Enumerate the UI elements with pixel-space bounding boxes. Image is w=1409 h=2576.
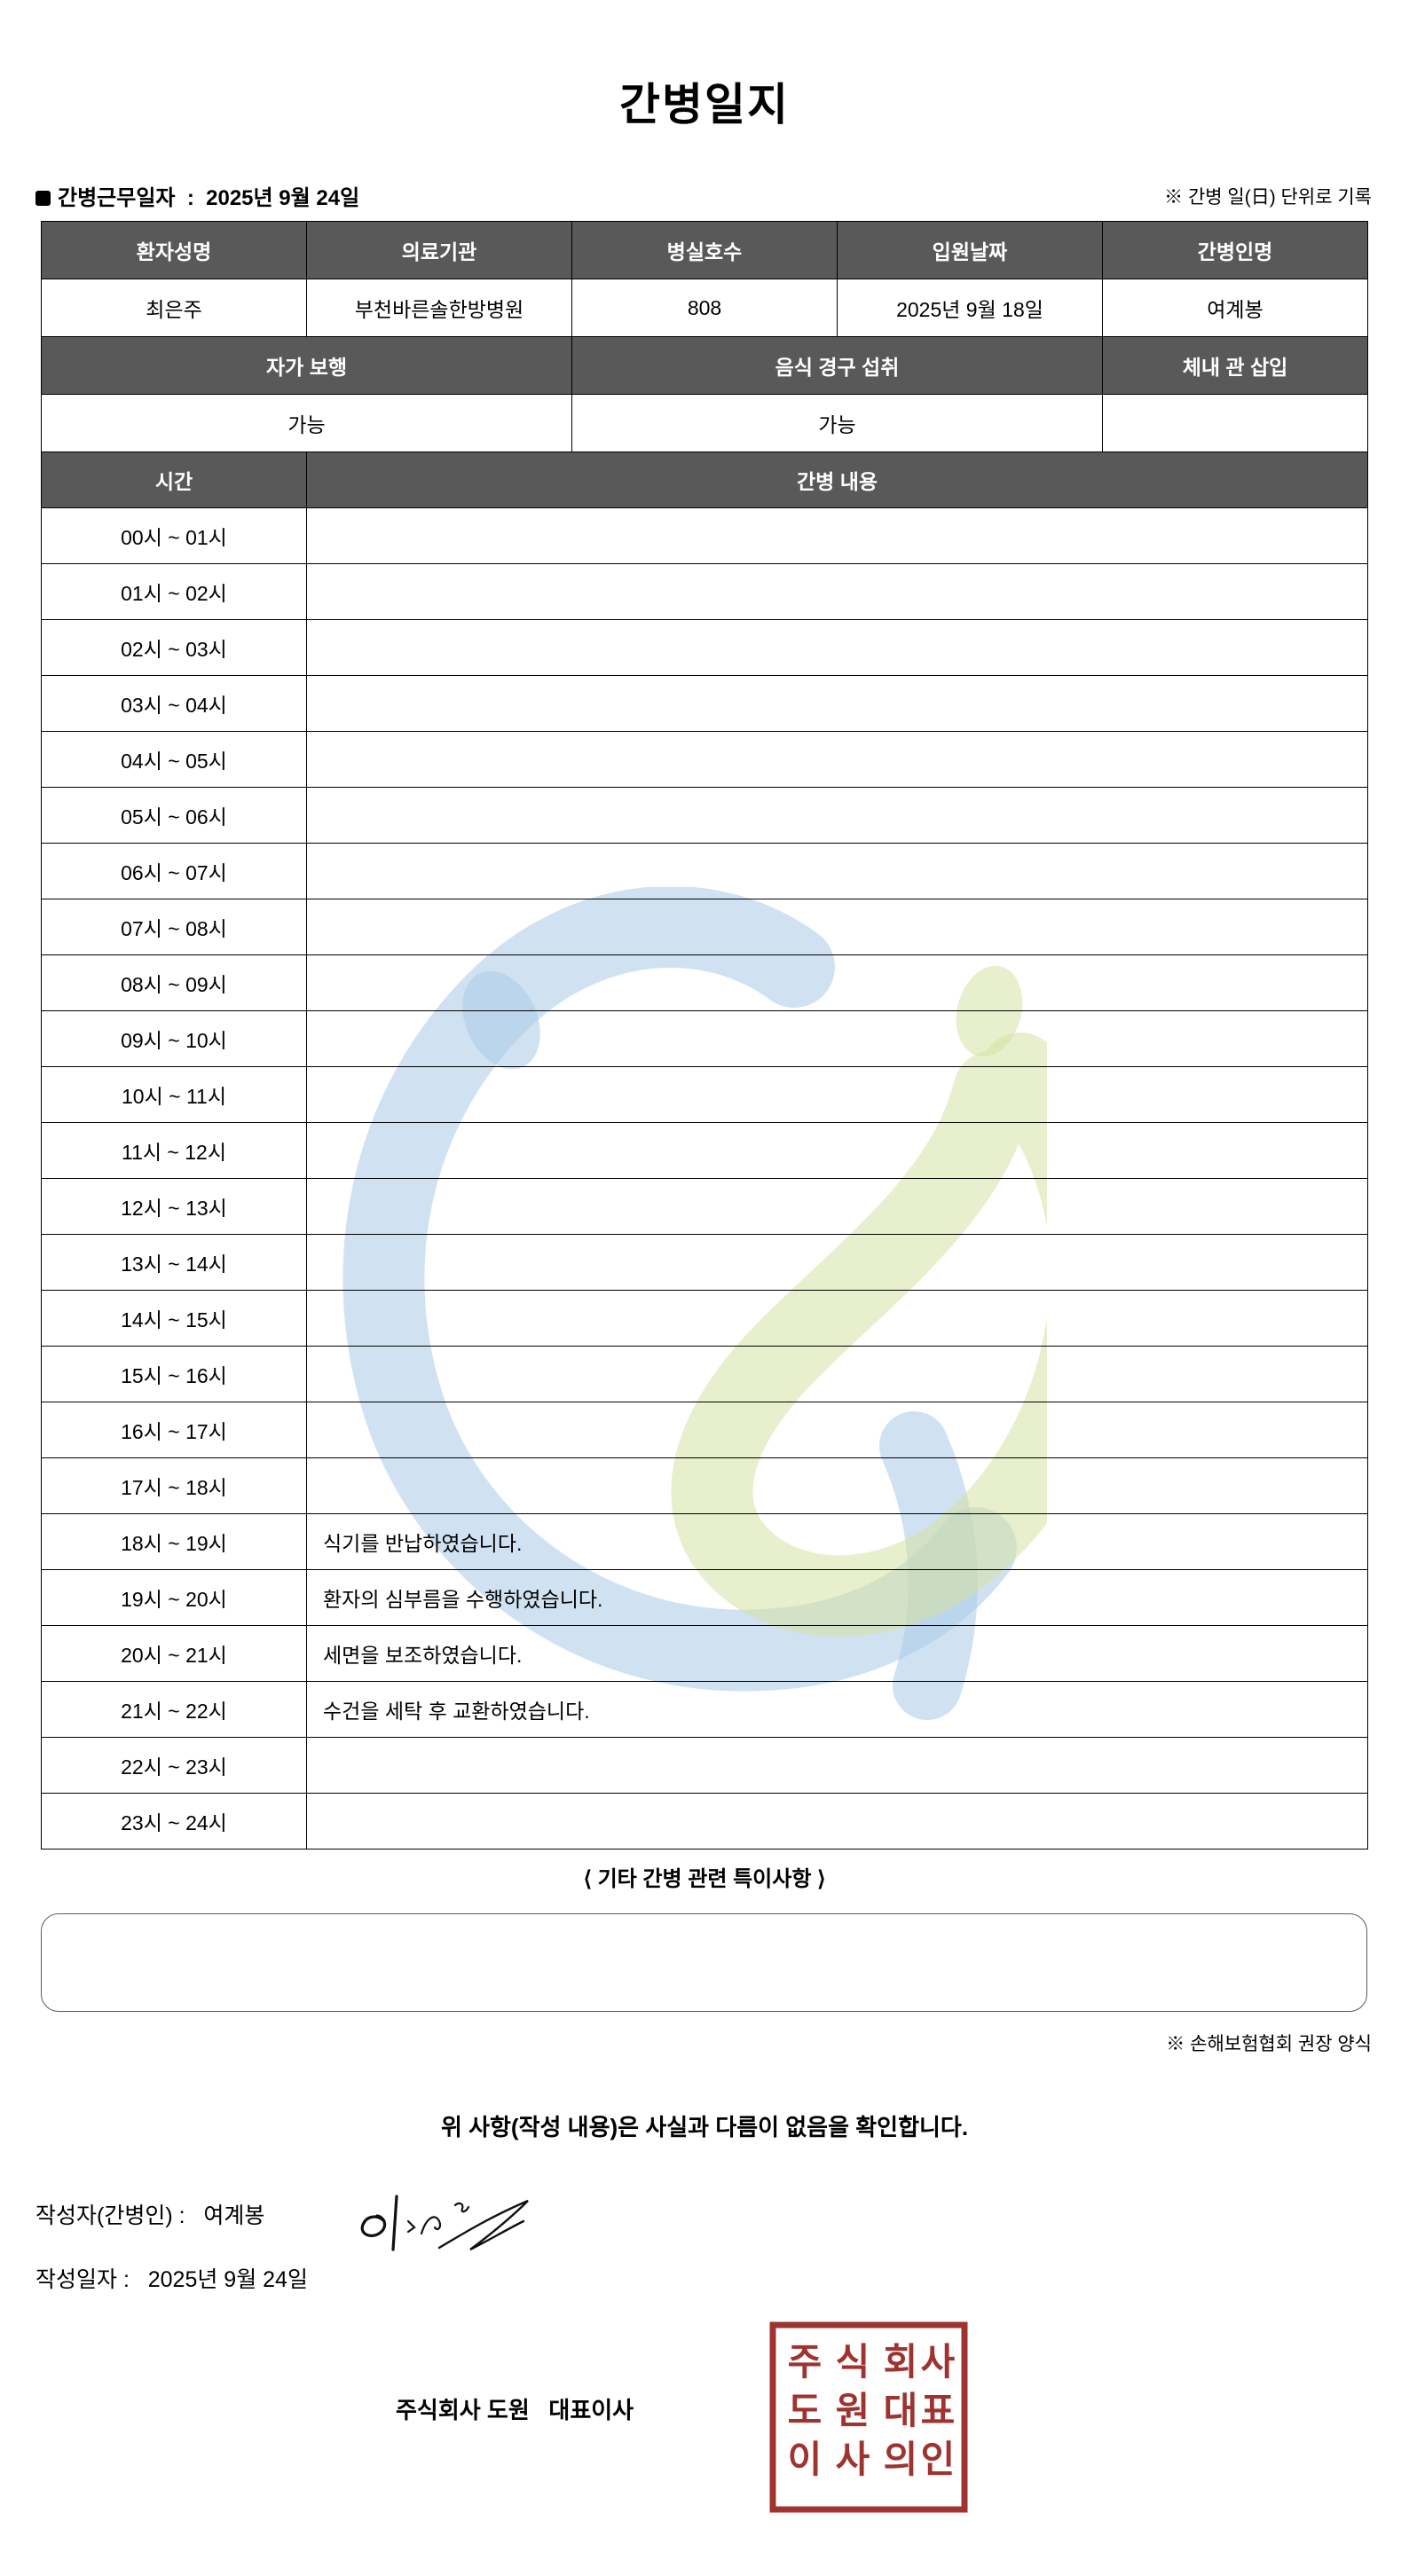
svg-text:회: 회 — [884, 2341, 918, 2383]
svg-text:원: 원 — [836, 2390, 870, 2431]
svg-text:이: 이 — [788, 2439, 823, 2480]
svg-text:주: 주 — [788, 2341, 823, 2383]
svg-text:사: 사 — [836, 2439, 870, 2480]
svg-text:인: 인 — [921, 2439, 956, 2480]
svg-text:사: 사 — [921, 2341, 956, 2383]
svg-text:식: 식 — [836, 2341, 870, 2383]
svg-text:도: 도 — [788, 2390, 823, 2431]
svg-text:대: 대 — [884, 2390, 918, 2431]
svg-text:표: 표 — [921, 2390, 956, 2431]
svg-text:의: 의 — [884, 2439, 918, 2480]
